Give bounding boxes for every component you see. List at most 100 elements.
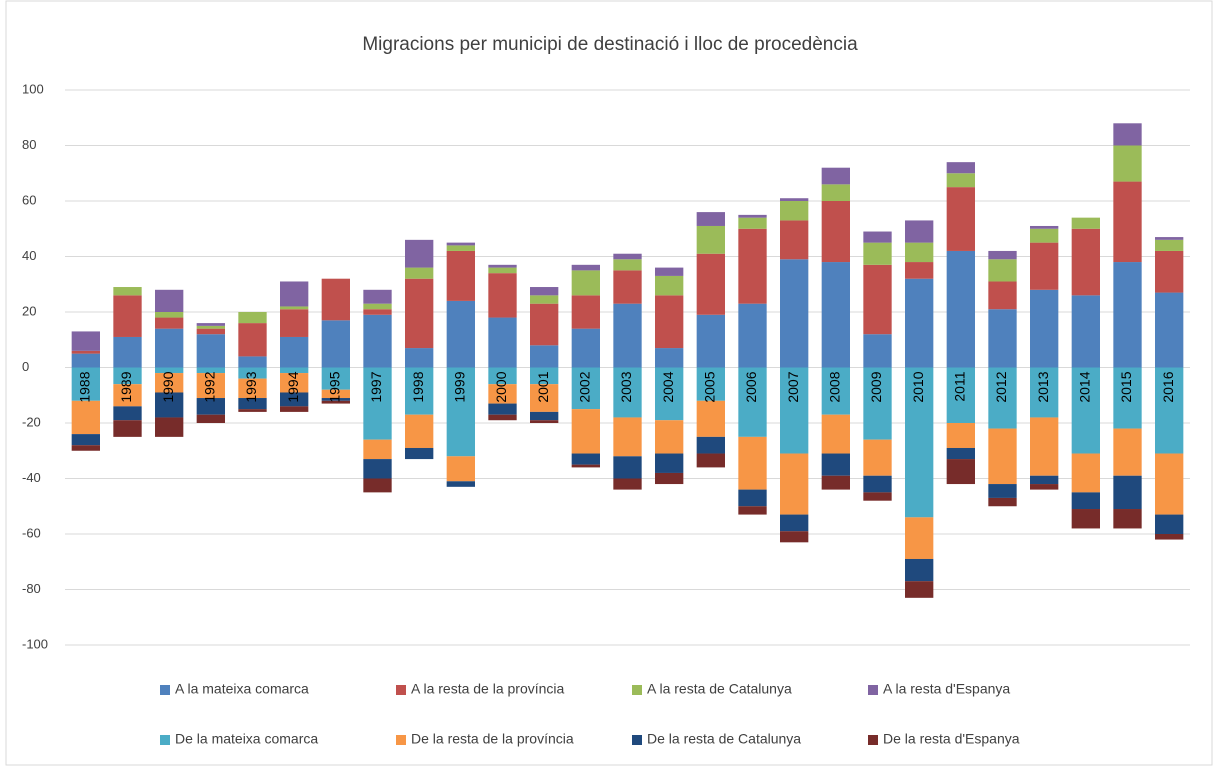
bar-segment <box>155 417 184 437</box>
bar-segment <box>780 259 809 368</box>
bar-segment <box>613 270 642 304</box>
y-tick-label: -80 <box>22 581 41 596</box>
bar-segment <box>655 472 684 485</box>
x-tick-label: 2001 <box>535 371 551 402</box>
bar-segment <box>196 325 225 329</box>
bar-segment <box>321 320 350 368</box>
bar-segment <box>1113 262 1142 368</box>
bar-segment <box>155 317 184 329</box>
bar-segment <box>613 456 642 479</box>
bar-segment <box>113 287 142 296</box>
bar-segment <box>113 420 142 437</box>
y-tick-label: 80 <box>22 137 36 152</box>
bar-segment <box>196 328 225 335</box>
x-tick-label: 2015 <box>1118 371 1134 402</box>
bar-segment <box>321 367 350 390</box>
bar-segment <box>363 478 392 493</box>
bar-segment <box>113 406 142 421</box>
bar-segment <box>696 225 725 254</box>
bar-segment <box>238 409 267 412</box>
bar-segment <box>238 367 267 379</box>
x-tick-label: 1999 <box>452 371 468 402</box>
bar-segment <box>71 367 100 401</box>
bar-segment <box>863 242 892 265</box>
x-tick-label: 1988 <box>77 371 93 402</box>
bar-segment <box>655 367 684 421</box>
legend-label: A la resta de la província <box>411 681 565 697</box>
bar-segment <box>905 367 934 518</box>
bar-segment <box>905 262 934 279</box>
bar-segment <box>738 303 767 368</box>
bar-segment <box>863 492 892 501</box>
x-tick-label: 2013 <box>1035 371 1051 402</box>
bar-segment <box>821 167 850 185</box>
bar-segment <box>613 478 642 490</box>
bar-segment <box>196 414 225 423</box>
bar-segment <box>1113 475 1142 510</box>
x-tick-label: 2012 <box>993 371 1009 402</box>
x-tick-label: 2005 <box>702 371 718 402</box>
bar-segment <box>738 367 767 437</box>
bar-segment <box>155 367 184 374</box>
bar-segment <box>363 439 392 460</box>
bar-segment <box>488 273 517 318</box>
x-tick-label: 2000 <box>493 371 509 402</box>
x-tick-label: 1993 <box>243 371 259 402</box>
bar-segment <box>238 378 267 399</box>
bar-segment <box>113 384 142 407</box>
bar-segment <box>1113 509 1142 529</box>
bar-segment <box>280 309 309 337</box>
bar-segment <box>71 350 100 354</box>
bar-segment <box>1155 250 1184 293</box>
x-tick-label: 2008 <box>827 371 843 402</box>
bar-segment <box>280 373 309 393</box>
bar-segment <box>280 306 309 310</box>
bar-segment <box>946 187 975 251</box>
bar-segment <box>196 367 225 374</box>
x-tick-label: 2014 <box>1077 371 1093 402</box>
bar-segment <box>446 481 475 487</box>
y-tick-label: -20 <box>22 414 41 429</box>
bar-segment <box>571 328 600 368</box>
bar-segment <box>946 173 975 188</box>
y-tick-label: 100 <box>22 81 44 96</box>
bar-segment <box>363 314 392 368</box>
bar-segment <box>988 428 1017 485</box>
bar-segment <box>530 345 559 368</box>
bar-segment <box>405 367 434 415</box>
bar-segment <box>71 331 100 351</box>
bar-segment <box>488 367 517 385</box>
bar-segment <box>988 259 1017 282</box>
bar-segment <box>363 309 392 315</box>
bar-segment <box>488 317 517 368</box>
bar-segment <box>696 314 725 368</box>
bar-segment <box>738 228 767 304</box>
bar-segment <box>738 214 767 218</box>
bar-segment <box>1030 242 1059 290</box>
x-tick-label: 2006 <box>743 371 759 402</box>
bar-segment <box>1030 225 1059 229</box>
bar-segment <box>405 267 434 279</box>
bar-segment <box>613 259 642 271</box>
bar-segment <box>946 250 975 368</box>
bar-segment <box>238 356 267 368</box>
x-tick-label: 1995 <box>327 371 343 402</box>
bar-segment <box>780 514 809 532</box>
x-tick-label: 2010 <box>910 371 926 402</box>
legend-swatch <box>868 685 878 695</box>
bar-segment <box>280 336 309 368</box>
x-tick-label: 2003 <box>618 371 634 402</box>
bar-segment <box>113 336 142 368</box>
bar-segment <box>238 312 267 324</box>
bar-segment <box>446 300 475 368</box>
legend-label: De la resta de la província <box>411 731 574 747</box>
bar-segment <box>321 389 350 399</box>
x-tick-label: 1997 <box>368 371 384 402</box>
bar-segment <box>321 400 350 404</box>
x-tick-label: 1998 <box>410 371 426 402</box>
legend-swatch <box>396 735 406 745</box>
bar-segment <box>738 217 767 229</box>
chart-title: Migracions per municipi de destinació i … <box>362 34 858 55</box>
bar-segment <box>363 459 392 479</box>
legend-swatch <box>868 735 878 745</box>
